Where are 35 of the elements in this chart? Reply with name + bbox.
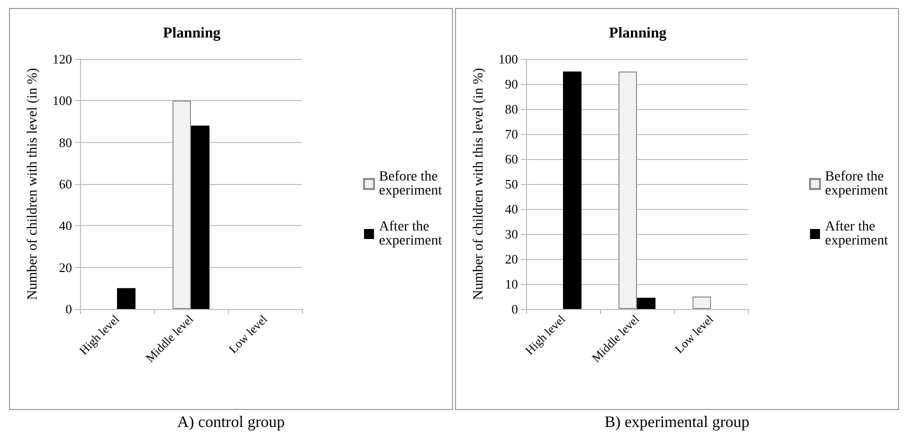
bar xyxy=(172,100,191,309)
y-tick-label: 70 xyxy=(505,126,518,142)
text: A) control group xyxy=(176,414,286,432)
y-tick-label: 20 xyxy=(505,252,518,266)
legend-label: Before the experiment xyxy=(379,170,442,198)
chart-title: Planning xyxy=(163,26,222,42)
y-tick-label: 60 xyxy=(59,176,72,192)
bar xyxy=(191,126,210,309)
legend-label: After the experiment xyxy=(379,220,442,248)
y-tick-label: 50 xyxy=(505,176,518,192)
legend-label: After the experiment xyxy=(825,220,888,248)
y-tick-label: 20 xyxy=(59,260,72,275)
bar xyxy=(637,298,656,309)
y-tick-label: 10 xyxy=(505,276,518,292)
y-tick-label: 0 xyxy=(512,302,518,316)
text: B) experimental group xyxy=(604,414,750,432)
bar xyxy=(692,296,711,309)
y-tick-label: 0 xyxy=(66,302,72,316)
chart-title: Planning xyxy=(609,26,668,42)
y-axis-title: Number of children with this level (in %) xyxy=(472,68,486,300)
y-tick-label: 30 xyxy=(505,226,518,242)
y-tick-label: 120 xyxy=(52,52,72,66)
y-tick-label: 100 xyxy=(498,52,518,66)
y-tick-label: 80 xyxy=(59,134,72,150)
bar xyxy=(618,72,637,309)
y-axis-title: Number of children with this level (in %) xyxy=(26,68,40,300)
bar xyxy=(117,288,136,309)
y-tick-label: 40 xyxy=(59,218,72,234)
bar xyxy=(563,72,582,309)
legend-label: Before the experiment xyxy=(825,170,888,198)
y-tick-label: 80 xyxy=(505,102,518,116)
y-tick-label: 60 xyxy=(505,152,518,166)
y-tick-label: 90 xyxy=(505,76,518,92)
y-tick-label: 40 xyxy=(505,202,518,216)
y-tick-label: 100 xyxy=(52,93,72,108)
